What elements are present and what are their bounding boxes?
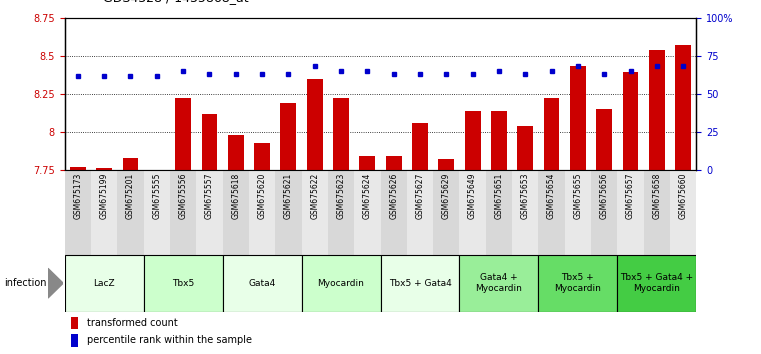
Bar	[301, 255, 380, 312]
Bar	[333, 98, 349, 170]
Text: GSM675649: GSM675649	[468, 172, 477, 219]
Bar	[144, 255, 223, 312]
Text: Myocardin: Myocardin	[317, 279, 365, 288]
Bar	[70, 167, 86, 170]
Bar	[617, 170, 644, 255]
Bar	[196, 170, 222, 255]
Bar	[380, 170, 407, 255]
Text: Tbx5: Tbx5	[172, 279, 194, 288]
Bar	[675, 45, 691, 170]
Bar	[301, 170, 328, 255]
Bar	[65, 170, 91, 255]
Bar	[254, 143, 270, 170]
Bar	[412, 123, 428, 170]
Bar	[591, 170, 617, 255]
Bar	[223, 170, 249, 255]
Bar	[644, 170, 670, 255]
Bar	[433, 170, 460, 255]
Bar	[71, 316, 78, 329]
Text: GSM675624: GSM675624	[363, 172, 372, 219]
Bar	[91, 170, 117, 255]
Text: GDS4328 / 1435868_at: GDS4328 / 1435868_at	[103, 0, 248, 4]
Text: LacZ: LacZ	[94, 279, 115, 288]
Bar	[386, 156, 402, 170]
Text: percentile rank within the sample: percentile rank within the sample	[87, 335, 252, 346]
Bar	[328, 170, 354, 255]
Bar	[512, 170, 539, 255]
Bar	[170, 170, 196, 255]
Bar	[96, 169, 112, 170]
Bar	[570, 67, 586, 170]
Polygon shape	[48, 268, 63, 298]
Text: GSM675201: GSM675201	[126, 172, 135, 219]
Text: GSM675657: GSM675657	[626, 172, 635, 219]
Text: GSM675620: GSM675620	[257, 172, 266, 219]
Bar	[71, 334, 78, 347]
Text: GSM675556: GSM675556	[179, 172, 188, 219]
Bar	[597, 109, 612, 170]
Bar	[649, 50, 665, 170]
Text: GSM675557: GSM675557	[205, 172, 214, 219]
Bar	[407, 170, 433, 255]
Text: GSM675623: GSM675623	[336, 172, 345, 219]
Text: Gata4: Gata4	[248, 279, 275, 288]
Bar	[460, 255, 539, 312]
Text: GSM675654: GSM675654	[547, 172, 556, 219]
Bar	[228, 135, 244, 170]
Bar	[617, 255, 696, 312]
Text: GSM675627: GSM675627	[416, 172, 425, 219]
Text: GSM675173: GSM675173	[73, 172, 82, 219]
Text: Gata4 +
Myocardin: Gata4 + Myocardin	[476, 274, 522, 293]
Bar	[281, 103, 296, 170]
Bar	[565, 170, 591, 255]
Bar	[117, 170, 144, 255]
Bar	[307, 79, 323, 170]
Bar	[223, 255, 301, 312]
Text: GSM675622: GSM675622	[310, 172, 319, 219]
Text: transformed count: transformed count	[87, 318, 177, 328]
Text: infection: infection	[4, 278, 46, 288]
Bar	[354, 170, 380, 255]
Text: GSM675655: GSM675655	[573, 172, 582, 219]
Bar	[465, 110, 480, 170]
Bar	[65, 255, 144, 312]
Bar	[543, 98, 559, 170]
Bar	[491, 110, 507, 170]
Bar	[670, 170, 696, 255]
Text: GSM675656: GSM675656	[600, 172, 609, 219]
Bar	[438, 159, 454, 170]
Bar	[622, 73, 638, 170]
Bar	[517, 126, 533, 170]
Text: GSM675626: GSM675626	[389, 172, 398, 219]
Text: GSM675653: GSM675653	[521, 172, 530, 219]
Text: Tbx5 +
Myocardin: Tbx5 + Myocardin	[555, 274, 601, 293]
Bar	[123, 158, 139, 170]
Bar	[175, 98, 191, 170]
Text: GSM675199: GSM675199	[100, 172, 109, 219]
Bar	[460, 170, 486, 255]
Bar	[275, 170, 301, 255]
Bar	[359, 156, 375, 170]
Bar	[539, 255, 617, 312]
Text: GSM675658: GSM675658	[652, 172, 661, 219]
Text: Tbx5 + Gata4: Tbx5 + Gata4	[389, 279, 451, 288]
Bar	[486, 170, 512, 255]
Text: GSM675555: GSM675555	[152, 172, 161, 219]
Text: GSM675621: GSM675621	[284, 172, 293, 219]
Bar	[144, 170, 170, 255]
Bar	[202, 114, 218, 170]
Bar	[539, 170, 565, 255]
Text: GSM675651: GSM675651	[495, 172, 504, 219]
Bar	[380, 255, 460, 312]
Text: Tbx5 + Gata4 +
Myocardin: Tbx5 + Gata4 + Myocardin	[620, 274, 693, 293]
Text: GSM675629: GSM675629	[442, 172, 451, 219]
Text: GSM675618: GSM675618	[231, 172, 240, 219]
Text: GSM675660: GSM675660	[679, 172, 688, 219]
Bar	[249, 170, 275, 255]
